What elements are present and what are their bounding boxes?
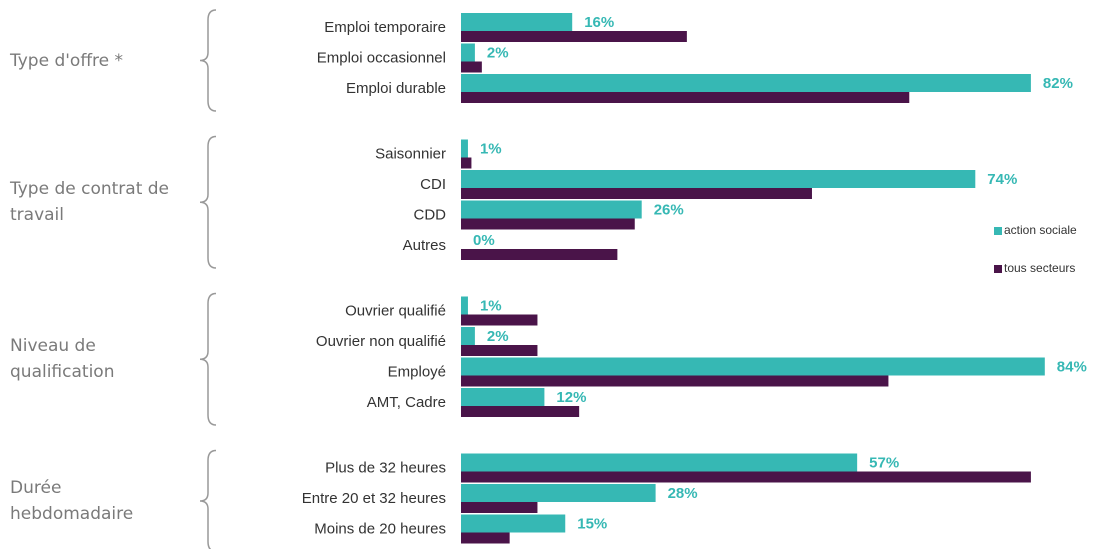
bar bbox=[461, 388, 545, 406]
bar bbox=[461, 314, 538, 326]
value-label: 57% bbox=[869, 454, 899, 471]
value-label: 1% bbox=[480, 297, 502, 314]
value-label: 2% bbox=[487, 44, 509, 61]
legend-swatch bbox=[994, 227, 1002, 235]
legend-label: tous secteurs bbox=[1004, 261, 1075, 275]
bar bbox=[461, 406, 580, 417]
value-label: 84% bbox=[1057, 358, 1087, 375]
bar bbox=[461, 188, 812, 199]
bar bbox=[461, 13, 573, 31]
category-label: Entre 20 et 32 heures bbox=[302, 490, 446, 507]
bar bbox=[461, 61, 482, 73]
value-label: 15% bbox=[577, 515, 607, 532]
legend-swatch bbox=[994, 265, 1002, 273]
legend-label: action sociale bbox=[1004, 223, 1077, 237]
bar bbox=[461, 502, 538, 513]
bar bbox=[461, 157, 472, 169]
bar bbox=[461, 31, 687, 42]
category-label: Emploi occasionnel bbox=[317, 49, 446, 66]
bracket bbox=[199, 292, 217, 426]
bar bbox=[461, 139, 468, 158]
category-label: CDD bbox=[414, 206, 447, 223]
group-label: Type de contrat de travail bbox=[10, 179, 170, 226]
group-label: Niveau de qualification bbox=[10, 336, 115, 383]
bar bbox=[461, 74, 1031, 92]
bar bbox=[461, 357, 1045, 376]
bar bbox=[461, 43, 475, 62]
category-label: Plus de 32 heures bbox=[325, 459, 446, 476]
value-label: 82% bbox=[1043, 75, 1073, 92]
value-label: 26% bbox=[654, 201, 684, 218]
category-label: Saisonnier bbox=[375, 145, 446, 162]
category-label: CDI bbox=[420, 176, 446, 193]
bar bbox=[461, 296, 468, 315]
category-label: Autres bbox=[403, 237, 446, 254]
category-label: Moins de 20 heures bbox=[314, 520, 446, 537]
value-label: 12% bbox=[556, 389, 586, 406]
bracket bbox=[199, 135, 217, 269]
bar bbox=[461, 92, 910, 103]
bar bbox=[461, 453, 858, 472]
value-label: 2% bbox=[487, 328, 509, 345]
bar bbox=[461, 471, 1031, 483]
category-label: AMT, Cadre bbox=[367, 394, 446, 411]
bar bbox=[461, 532, 510, 544]
category-label: Ouvrier non qualifié bbox=[316, 333, 446, 350]
bar bbox=[461, 249, 618, 260]
value-label: 0% bbox=[473, 232, 495, 249]
bar bbox=[461, 218, 635, 230]
bar bbox=[461, 200, 642, 219]
bar bbox=[461, 327, 475, 345]
bar bbox=[461, 514, 566, 533]
bar bbox=[461, 375, 889, 387]
group-label: Type d'offre * bbox=[10, 50, 124, 71]
value-label: 74% bbox=[987, 171, 1017, 188]
category-label: Emploi temporaire bbox=[324, 19, 446, 36]
value-label: 28% bbox=[668, 485, 698, 502]
bar bbox=[461, 345, 538, 356]
bar bbox=[461, 170, 976, 188]
value-label: 16% bbox=[584, 14, 614, 31]
category-label: Emploi durable bbox=[346, 80, 446, 97]
bracket bbox=[199, 9, 217, 112]
bracket bbox=[199, 449, 217, 549]
value-label: 1% bbox=[480, 140, 502, 157]
group-label: Durée hebdomadaire bbox=[10, 478, 134, 524]
bar bbox=[461, 484, 656, 502]
category-label: Ouvrier qualifié bbox=[345, 302, 446, 319]
category-label: Employé bbox=[388, 363, 446, 380]
